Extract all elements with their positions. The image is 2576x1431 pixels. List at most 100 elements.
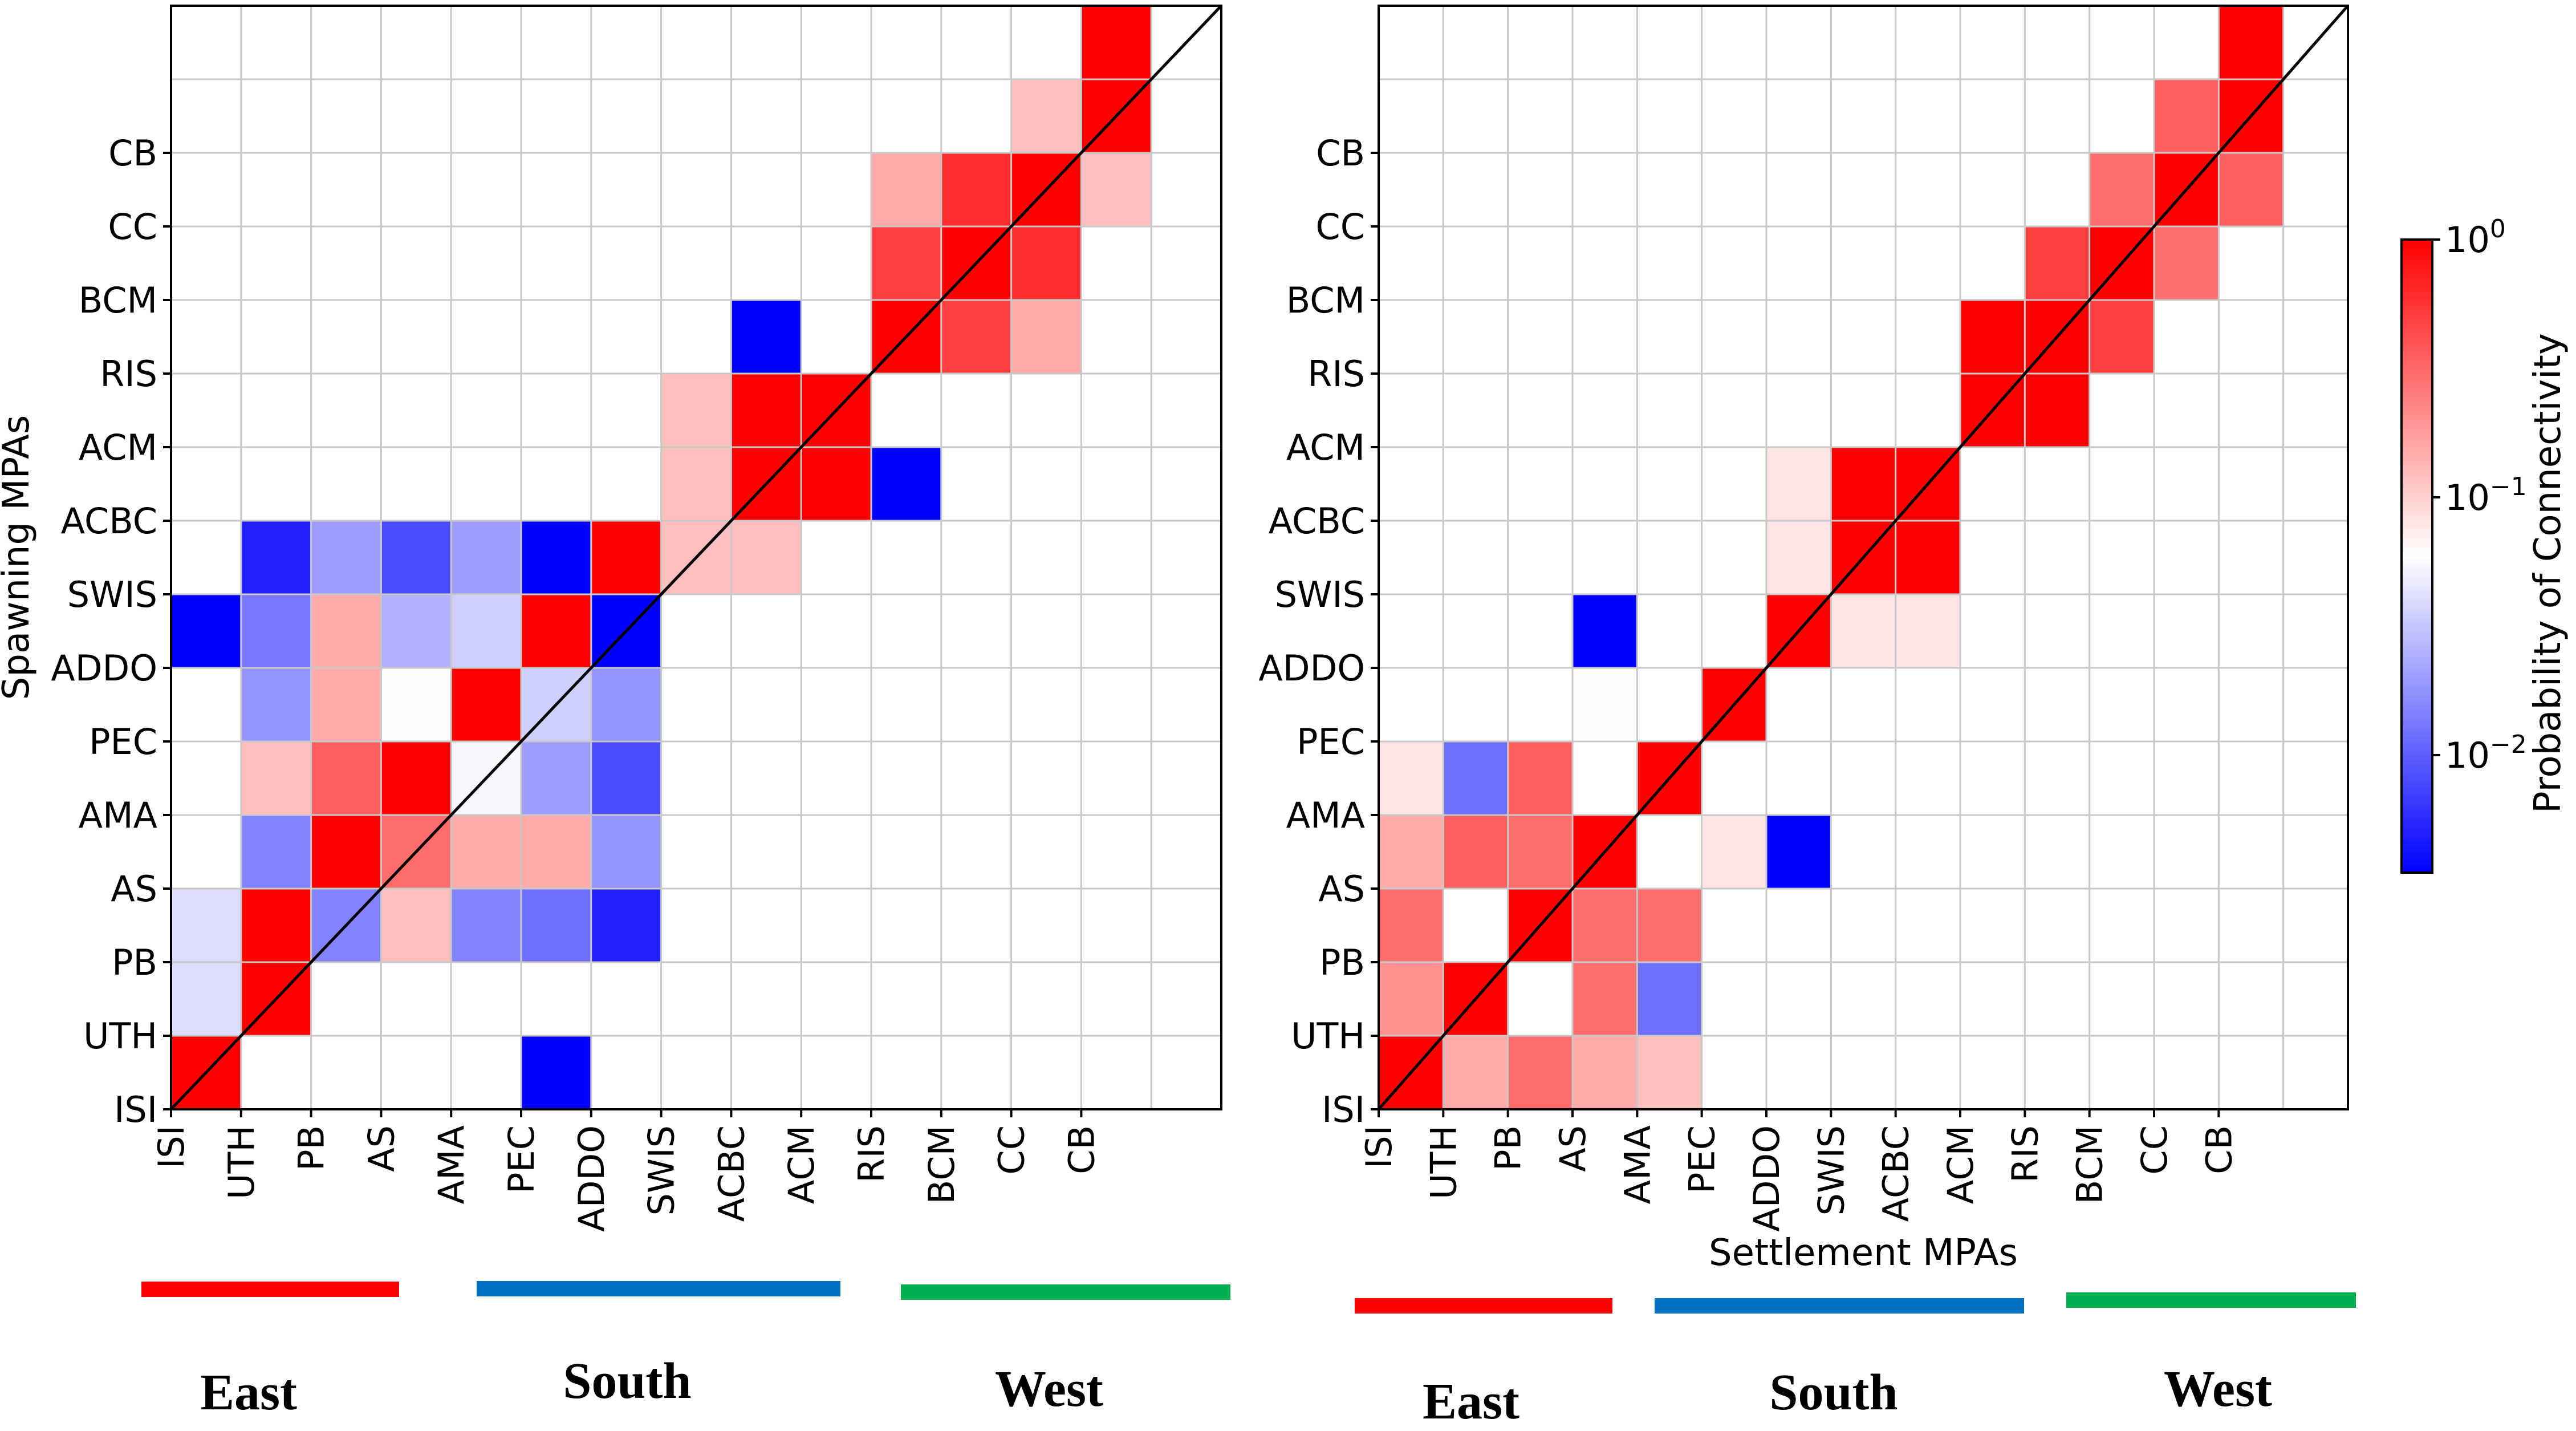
left-cell-ISI-PEC	[521, 1036, 592, 1110]
left-ytick-label-AS: AS	[111, 868, 157, 910]
right-ytick-label-SWIS: SWIS	[1275, 574, 1365, 615]
right-xtick-label-RIS: RIS	[2004, 1125, 2046, 1183]
right-xtick-label-ACM: ACM	[1940, 1125, 1981, 1204]
left-ytick-label-BCM: BCM	[79, 279, 157, 321]
left-cell-PB-AS	[381, 889, 452, 963]
left-cell-PEC-ADDO	[591, 668, 662, 742]
right-diagonal-line	[1378, 5, 2349, 1110]
right-xtick-label-ISI: ISI	[1358, 1125, 1400, 1169]
right-ytick-label-PB: PB	[1319, 942, 1365, 983]
right-ytick-label-ISI: ISI	[1322, 1089, 1365, 1130]
left-cell-PB-ADDO	[591, 889, 662, 963]
right-xtick-label-SWIS: SWIS	[1810, 1125, 1852, 1215]
left-xtick-label-RIS: RIS	[851, 1125, 892, 1183]
left-cell-RIS-ACBC	[731, 300, 802, 374]
left-cell-AS-ADDO	[591, 815, 662, 889]
left-cell-SWIS-AMA	[451, 521, 522, 595]
right-cell-ISI-AMA	[1637, 1036, 1703, 1110]
right-cell-UTH-AS	[1573, 962, 1638, 1036]
right-cell-ISI-AS	[1573, 1036, 1638, 1110]
left-cell-AMA-PEC	[521, 741, 592, 816]
south-region-bar-right	[1655, 1298, 2024, 1314]
left-ytick-label-ADDO: ADDO	[51, 647, 157, 689]
left-cell-SWIS-AS	[381, 521, 452, 595]
left-cell-RIS-BCM	[941, 300, 1012, 374]
right-cell-PB-AS	[1573, 889, 1638, 963]
right-xtick-label-ADDO: ADDO	[1746, 1125, 1787, 1232]
left-cell-CC-CB	[1081, 153, 1152, 227]
right-cell-ACM-RIS	[2025, 374, 2090, 448]
left-xtick-label-PEC: PEC	[501, 1125, 542, 1194]
west-region-bar-right	[2066, 1292, 2356, 1308]
right-ytick-label-RIS: RIS	[1307, 353, 1365, 395]
left-ytick-label-ISI: ISI	[114, 1089, 157, 1130]
left-xtick-label-CB: CB	[1061, 1125, 1102, 1174]
left-cell-CC-RIS	[871, 153, 942, 227]
right-ytick-label-PEC: PEC	[1297, 721, 1365, 763]
left-ytick-label-CB: CB	[108, 132, 157, 174]
right-ytick-label-CC: CC	[1315, 206, 1365, 248]
left-cell-ADDO-AS	[381, 594, 452, 668]
left-cell-AMA-UTH	[241, 741, 312, 816]
right-cell-AS-PEC	[1701, 815, 1767, 889]
right-cell-UTH-ISI	[1379, 962, 1444, 1036]
right-xtick-label-CB: CB	[2198, 1125, 2240, 1174]
east-region-label-right: East	[1422, 1373, 1520, 1430]
left-cell-ACBC-RIS	[871, 447, 942, 521]
left-ytick-label-PEC: PEC	[89, 721, 157, 763]
south-region-bar-left	[477, 1281, 840, 1296]
colorbar: 100 10−1 10−2 Probability of Connectivity	[2400, 214, 2569, 874]
left-cell-ADDO-PB	[311, 594, 381, 668]
right-cell-ADDO-AS	[1573, 594, 1638, 668]
left-xtick-label-CC: CC	[991, 1125, 1033, 1175]
left-ytick-label-CC: CC	[108, 206, 157, 248]
left-cell-ACM-ACBC	[731, 374, 802, 448]
left-cell-PB-AMA	[451, 889, 522, 963]
right-ytick-label-BCM: BCM	[1286, 279, 1365, 321]
right-xtick-label-PB: PB	[1488, 1125, 1529, 1171]
colorbar-gradient	[2400, 238, 2433, 874]
left-xtick-label-ACBC: ACBC	[710, 1125, 752, 1222]
right-cell-RIS-BCM	[2089, 300, 2155, 374]
right-xtick-label-BCM: BCM	[2069, 1125, 2111, 1204]
east-region-label-left: East	[200, 1364, 298, 1421]
left-cell-ADDO-UTH	[241, 594, 312, 668]
west-region-bar-left	[901, 1284, 1230, 1300]
left-xtick-label-ADDO: ADDO	[571, 1125, 612, 1232]
right-cell-ADDO-ACBC	[1895, 594, 1961, 668]
east-region-bar-right	[1355, 1298, 1612, 1314]
left-cell-PEC-UTH	[241, 668, 312, 742]
left-xtick-label-BCM: BCM	[921, 1125, 962, 1204]
right-cell-CC-BCM	[2089, 153, 2155, 227]
right-xtick-label-AMA: AMA	[1616, 1125, 1658, 1204]
right-cell-AS-ISI	[1379, 815, 1444, 889]
south-region-label-left: South	[563, 1353, 692, 1409]
right-ytick-label-AS: AS	[1318, 868, 1365, 910]
right-cell-BCM-RIS	[2025, 226, 2090, 301]
colorbar-tick-label-1: 10−1	[2445, 472, 2527, 518]
left-cell-CB-CC	[1011, 79, 1082, 153]
south-region-label-right: South	[1769, 1364, 1898, 1421]
left-cell-CC-BCM	[941, 153, 1012, 227]
right-xtick-label-ACBC: ACBC	[1875, 1125, 1917, 1222]
right-cell-PB-AMA	[1637, 889, 1703, 963]
left-cell-RIS-CC	[1011, 300, 1082, 374]
left-cell-PB-PEC	[521, 889, 592, 963]
left-xtick-label-ISI: ISI	[151, 1125, 192, 1169]
left-cell-BCM-CC	[1011, 226, 1082, 301]
left-ytick-label-AMA: AMA	[79, 794, 157, 836]
left-cell-PB-ISI	[171, 889, 242, 963]
right-ytick-label-ACM: ACM	[1286, 427, 1365, 468]
right-cell-BCM-CC	[2154, 226, 2219, 301]
right-cell-AS-PB	[1508, 815, 1573, 889]
left-xtick-label-PB: PB	[291, 1125, 332, 1171]
right-cell-UTH-AMA	[1637, 962, 1703, 1036]
colorbar-tick-label-2: 10−2	[2445, 730, 2527, 776]
right-ytick-label-ADDO: ADDO	[1258, 647, 1365, 689]
right-cell-ACBC-ADDO	[1766, 447, 1831, 521]
right-cell-AMA-ISI	[1379, 741, 1444, 816]
left-cell-PEC-AMA	[451, 668, 522, 742]
right-cell-SWIS-ACBC	[1895, 521, 1961, 595]
left-cell-BCM-RIS	[871, 226, 942, 301]
